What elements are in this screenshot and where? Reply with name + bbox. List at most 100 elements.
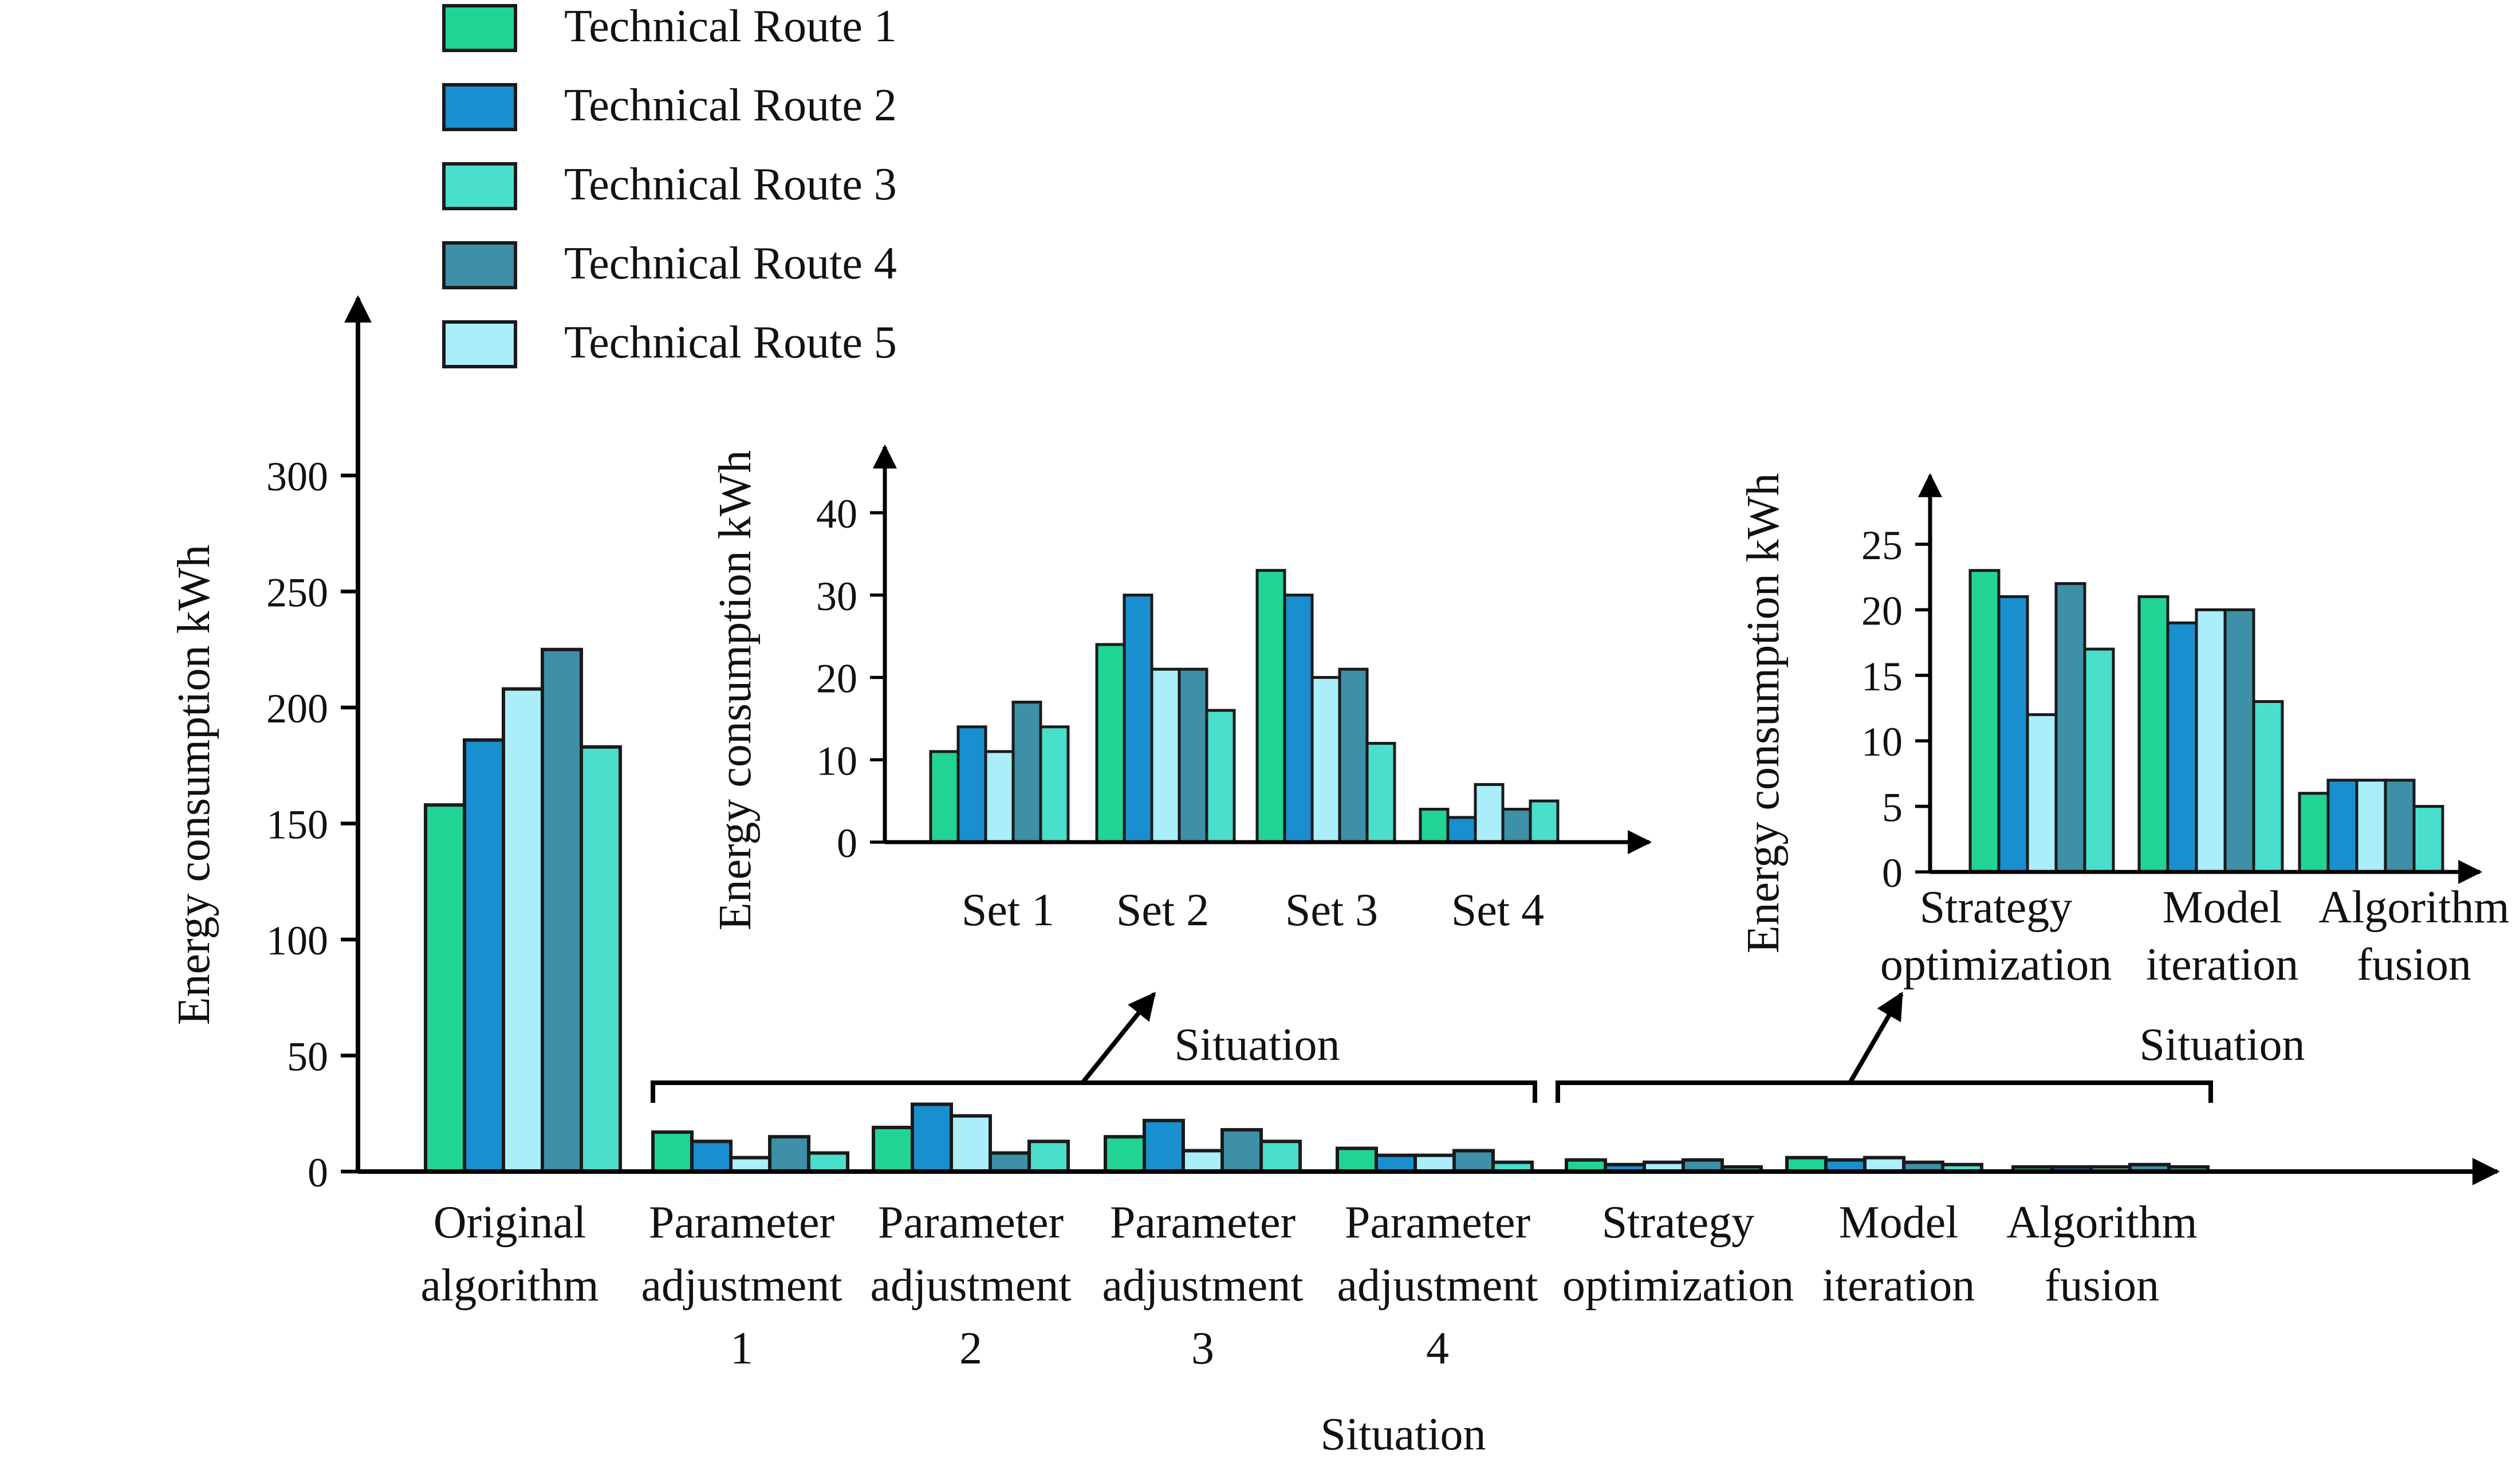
legend-label: Technical Route 4: [564, 238, 897, 289]
bar: [2195, 608, 2227, 874]
bracket-parameter-adjustments: [651, 1080, 1537, 1103]
x-tick-label: 3: [1191, 1323, 1214, 1374]
legend-swatch: [442, 162, 517, 210]
legend-label: Technical Route 5: [564, 317, 897, 368]
x-tick-label: Model: [1839, 1197, 1959, 1248]
bar: [950, 1114, 992, 1174]
bar: [1255, 569, 1286, 844]
legend-swatch: [442, 241, 517, 289]
y-axis-title: Energy consumption kWh: [1738, 473, 1789, 953]
bar: [2137, 595, 2169, 874]
x-tick-label: adjustment: [641, 1260, 842, 1311]
bar: [1150, 667, 1181, 844]
bar: [1501, 808, 1532, 844]
bar: [1419, 808, 1450, 844]
y-tick-label: 15: [1861, 654, 1903, 699]
bar: [2384, 779, 2416, 874]
arrow-to-inset-sets: [1080, 992, 1156, 1084]
y-tick-label: 100: [266, 918, 328, 964]
bar: [1474, 783, 1505, 844]
x-tick-label: Algorithm: [2318, 882, 2509, 933]
bar: [956, 725, 987, 844]
bar: [2223, 608, 2255, 874]
x-tick-label: Set 1: [962, 885, 1054, 936]
bar: [989, 1151, 1031, 1173]
inset-connectors: [651, 991, 2213, 1103]
x-tick-label: fusion: [2357, 940, 2471, 990]
bar: [2252, 700, 2284, 874]
legend-label: Technical Route 3: [564, 159, 897, 210]
bar: [1259, 1139, 1302, 1173]
x-axis-title: Situation: [1175, 1020, 1340, 1070]
x-tick-label: 2: [959, 1323, 982, 1374]
x-tick-label: Parameter: [878, 1197, 1064, 1248]
bar: [1446, 816, 1477, 844]
y-tick-label: 25: [1861, 522, 1903, 568]
x-tick-label: adjustment: [870, 1260, 1071, 1311]
bar: [911, 1102, 953, 1174]
legend: Technical Route 1 Technical Route 2 Techni…: [442, 1, 897, 368]
legend-swatch: [442, 320, 517, 368]
bar: [1365, 742, 1396, 844]
bar: [1283, 594, 1314, 844]
bar: [807, 1151, 849, 1173]
x-axis-title: Situation: [2140, 1020, 2305, 1070]
bar: [984, 750, 1015, 844]
bar: [1220, 1128, 1263, 1173]
x-tick-label: Parameter: [1110, 1197, 1296, 1248]
bar: [2355, 779, 2387, 874]
bar: [502, 687, 544, 1173]
bracket-methods: [1556, 1080, 2213, 1103]
bar: [1039, 725, 1070, 844]
bar: [2083, 647, 2115, 874]
y-axis-title: Energy consumption kWh: [169, 545, 219, 1025]
bar: [1413, 1153, 1456, 1174]
bar: [2412, 805, 2444, 874]
y-tick-label: 0: [1882, 850, 1903, 896]
x-axis-title: Situation: [1321, 1409, 1486, 1455]
bar: [872, 1126, 914, 1174]
bar: [2298, 792, 2330, 874]
main-chart: 050100150200250300OriginalalgorithmParam…: [169, 295, 2500, 1458]
inset-chart-methods: 0 5 10 15 20 25 Strategy optimization Model itera…: [1738, 473, 2510, 1070]
bar: [1997, 595, 2029, 874]
x-tick-label: Parameter: [1345, 1197, 1530, 1248]
bar: [424, 803, 466, 1173]
y-tick-label: 0: [308, 1150, 328, 1196]
x-tick-label: adjustment: [1337, 1260, 1538, 1311]
x-tick-label: 4: [1426, 1323, 1449, 1374]
bar: [1310, 676, 1341, 844]
y-tick-label: 20: [1861, 588, 1903, 634]
y-tick-label: 250: [266, 570, 328, 616]
bar: [2026, 713, 2058, 874]
x-tick-label: Parameter: [649, 1197, 834, 1248]
bar: [929, 750, 960, 844]
y-axis-title: Energy consumption kWh: [710, 450, 761, 930]
x-tick-label: algorithm: [420, 1260, 598, 1311]
bar: [2326, 779, 2358, 874]
bar: [1968, 569, 2001, 874]
y-tick-label: 40: [816, 491, 857, 537]
bar: [1104, 1135, 1146, 1173]
bar: [1095, 643, 1126, 844]
x-tick-label: Set 2: [1116, 885, 1209, 936]
inset-chart-sets: 0 10 20 30 40 Set 1 Set 2 Set 3 Set 4 Energy cons…: [710, 444, 1652, 1070]
bar: [1338, 667, 1369, 844]
y-tick-label: 30: [816, 573, 857, 619]
x-tick-label: Algorithm: [2006, 1197, 2197, 1248]
x-tick-label: fusion: [2045, 1260, 2159, 1311]
bar: [541, 647, 583, 1173]
bar: [463, 738, 505, 1173]
bar: [1027, 1139, 1070, 1173]
y-tick-label: 150: [266, 802, 328, 848]
x-tick-label: iteration: [1822, 1260, 1975, 1311]
x-tick-label: iteration: [2146, 940, 2299, 990]
legend-swatch: [442, 83, 517, 131]
bar: [1375, 1153, 1417, 1174]
y-tick-label: 200: [266, 686, 328, 732]
x-tick-label: 1: [730, 1323, 753, 1374]
y-tick-label: 300: [266, 454, 328, 500]
bar: [1178, 667, 1208, 844]
y-tick-label: 0: [837, 820, 857, 866]
y-tick-label: 20: [816, 656, 857, 702]
